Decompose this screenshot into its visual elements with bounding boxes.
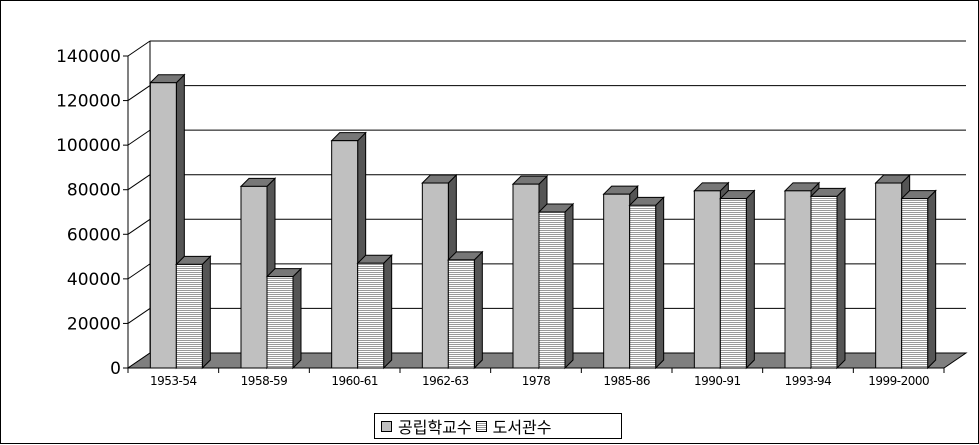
legend-swatch-schools <box>381 420 392 432</box>
gridline-side <box>127 85 151 101</box>
bar-libraries <box>265 267 303 370</box>
y-tick-label: 120000 <box>56 92 121 112</box>
bar-libraries <box>537 202 575 370</box>
bar-front <box>421 182 449 369</box>
bar-front <box>512 183 540 369</box>
legend-item-schools: 공립학교수 <box>381 414 472 438</box>
bar-front <box>357 262 385 369</box>
bar-side <box>201 255 211 370</box>
bar-side <box>655 196 665 370</box>
x-tick-label: 1990-91 <box>694 374 741 388</box>
y-tick-label: 40000 <box>67 270 121 290</box>
gridline-side <box>127 129 151 146</box>
bar-side <box>292 267 302 370</box>
bar-front <box>240 185 268 369</box>
bar-front <box>149 82 177 369</box>
x-tick-label: 1958-59 <box>241 374 288 388</box>
x-tick-label: 1993-94 <box>785 374 832 388</box>
bar-front <box>175 263 203 369</box>
y-tick-label: 80000 <box>67 181 121 201</box>
bar-front <box>693 190 721 369</box>
bar-side <box>383 254 393 370</box>
bar-side <box>745 189 755 370</box>
bar-libraries <box>356 254 393 370</box>
bar-front <box>784 190 812 369</box>
legend-swatch-libraries <box>475 420 487 432</box>
gridline-side <box>127 218 151 235</box>
bar-front <box>447 259 475 369</box>
gridline-side <box>127 263 151 280</box>
bar-side <box>564 202 574 370</box>
bar-libraries <box>719 189 756 370</box>
legend-item-libraries: 도서관수 <box>475 414 552 438</box>
gridline-side <box>127 40 151 57</box>
bar-libraries <box>175 255 212 370</box>
y-tick-label: 0 <box>110 359 121 379</box>
x-tick-label: 1962-63 <box>422 374 469 388</box>
bar-front <box>875 182 903 369</box>
x-tick-label: 1953-54 <box>150 374 197 388</box>
gridline-side <box>127 174 151 191</box>
bar-front <box>538 211 566 369</box>
gridline-side <box>127 308 151 324</box>
bar-front <box>810 195 838 369</box>
y-tick-label: 60000 <box>67 225 121 245</box>
x-tick-label: 1999-2000 <box>868 374 929 388</box>
bar-side <box>927 189 937 370</box>
bar-front <box>331 140 359 369</box>
bar-libraries <box>447 250 484 370</box>
bar-libraries <box>809 187 847 370</box>
y-tick-label: 140000 <box>56 47 121 67</box>
y-tick-label: 100000 <box>56 136 121 156</box>
x-tick-label: 1960-61 <box>331 374 378 388</box>
x-tick-label: 1985-86 <box>603 374 650 388</box>
bar-front <box>719 198 747 369</box>
bar-side <box>836 187 846 370</box>
legend: 공립학교수 도서관수 <box>374 413 622 439</box>
legend-label-libraries: 도서관수 <box>492 418 552 437</box>
bar-libraries <box>900 189 937 370</box>
x-tick-label: 1978 <box>522 374 551 388</box>
bar-front <box>901 198 929 369</box>
bar-front <box>603 193 631 369</box>
bar-front <box>629 204 657 369</box>
y-tick-label: 20000 <box>67 314 121 334</box>
bar-side <box>473 250 483 370</box>
legend-label-schools: 공립학교수 <box>398 418 472 437</box>
bar-front <box>266 276 294 369</box>
bar-libraries <box>628 196 665 370</box>
